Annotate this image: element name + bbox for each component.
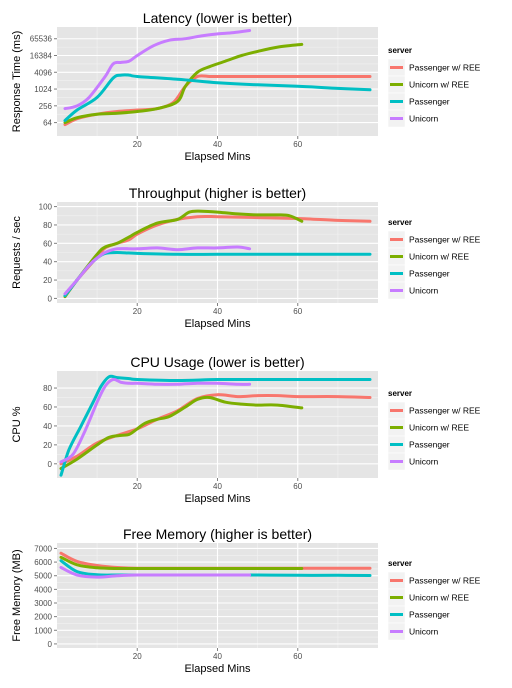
series-line-unicorn	[63, 245, 252, 296]
legend-label: Passenger w/ REE	[409, 576, 481, 586]
legend-label: Passenger w/ REE	[409, 63, 481, 73]
legend-label: Unicorn w/ REE	[409, 252, 469, 262]
series-line-passenger-ree	[63, 214, 372, 299]
y-tick-label: 20	[43, 276, 52, 285]
x-tick-label: 40	[213, 652, 222, 661]
chart-title: Free Memory (higher is better)	[123, 526, 312, 542]
y-tick-label: 80	[43, 221, 52, 230]
x-tick-label: 60	[293, 307, 302, 316]
x-tick-label: 20	[133, 307, 142, 316]
y-tick-label: 1000	[34, 626, 52, 635]
legend-label: Unicorn	[409, 627, 439, 637]
series-line-unicorn	[59, 377, 252, 464]
legend-title: server	[388, 559, 412, 568]
chart-title: Latency (lower is better)	[143, 10, 292, 26]
x-tick-label: 40	[213, 307, 222, 316]
x-tick-label: 40	[213, 482, 222, 491]
y-axis-label: CPU %	[11, 406, 23, 442]
y-tick-label: 40	[43, 422, 52, 431]
x-tick-label: 60	[293, 140, 302, 149]
y-tick-label: 65536	[30, 35, 53, 44]
legend-label: Passenger	[409, 97, 450, 107]
y-tick-label: 60	[43, 403, 52, 412]
y-tick-label: 7000	[34, 544, 52, 553]
y-tick-label: 60	[43, 239, 52, 248]
x-tick-label: 60	[293, 652, 302, 661]
series-line-unicorn-ree	[59, 395, 304, 470]
chart-title: Throughput (higher is better)	[129, 185, 306, 201]
y-tick-label: 100	[39, 203, 53, 212]
y-axis-label: Free Memory (MB)	[11, 549, 23, 641]
x-tick-label: 20	[133, 482, 142, 491]
chart-3: 20 40 60 0 20 40 60 80 CPU Usage (lower is bette…	[11, 354, 481, 505]
legend-title: server	[388, 46, 412, 55]
y-tick-label: 16384	[30, 52, 53, 61]
y-tick-label: 0	[48, 460, 53, 469]
legend-label: Unicorn w/ REE	[409, 593, 469, 603]
legend-label: Passenger w/ REE	[409, 235, 481, 245]
legend: server Passenger w/ REE Unicorn w/ REE Pass…	[387, 218, 481, 300]
y-tick-label: 64	[43, 119, 52, 128]
y-tick-label: 40	[43, 258, 52, 267]
y-tick-label: 6000	[34, 558, 52, 567]
x-tick-label: 40	[213, 140, 222, 149]
legend: server Passenger w/ REE Unicorn w/ REE Pass…	[387, 46, 481, 128]
chart-1: 20 40 60 64 256 1024 4096 16384 65536 Latency (lo…	[11, 10, 481, 163]
series-line-unicorn-ree	[63, 42, 304, 125]
legend: server Passenger w/ REE Unicorn w/ REE Pass…	[387, 559, 481, 641]
legend-label: Passenger	[409, 610, 450, 620]
legend-label: Passenger	[409, 440, 450, 450]
x-axis-label: Elapsed Mins	[184, 663, 251, 675]
y-tick-label: 4096	[34, 68, 52, 77]
legend-label: Passenger w/ REE	[409, 406, 481, 416]
x-tick-label: 60	[293, 482, 302, 491]
legend-label: Unicorn w/ REE	[409, 80, 469, 90]
y-tick-label: 3000	[34, 599, 52, 608]
chart-4: 20 40 60 0 1000 2000 3000 4000 5000 6000 7000 Free …	[11, 526, 481, 675]
x-tick-label: 20	[133, 140, 142, 149]
legend-title: server	[388, 218, 412, 227]
x-axis-label: Elapsed Mins	[184, 318, 251, 330]
series-line-passenger	[59, 374, 372, 477]
y-tick-label: 256	[39, 102, 53, 111]
x-axis-label: Elapsed Mins	[184, 493, 251, 505]
y-axis-label: Response Time (ms)	[11, 31, 23, 132]
x-axis-label: Elapsed Mins	[184, 151, 251, 163]
x-tick-label: 20	[133, 652, 142, 661]
y-tick-label: 5000	[34, 572, 52, 581]
y-tick-label: 2000	[34, 613, 52, 622]
legend-label: Unicorn	[409, 457, 439, 467]
chart-2: 20 40 60 0 20 40 60 80 100 Throughput (higher is …	[11, 185, 481, 330]
legend-label: Unicorn w/ REE	[409, 423, 469, 433]
legend-label: Passenger	[409, 269, 450, 279]
legend-label: Unicorn	[409, 286, 439, 296]
series-group	[59, 551, 372, 579]
series-line-unicorn-ree	[59, 555, 304, 571]
y-axis-label: Requests / sec	[11, 216, 23, 289]
series-group	[63, 209, 372, 299]
legend: server Passenger w/ REE Unicorn w/ REE Pass…	[387, 389, 481, 471]
y-tick-label: 0	[48, 640, 53, 649]
legend-title: server	[388, 389, 412, 398]
series-line-unicorn	[59, 566, 252, 579]
series-group	[63, 29, 372, 127]
y-tick-label: 1024	[34, 85, 52, 94]
y-tick-label: 80	[43, 384, 52, 393]
series-line-unicorn-ree	[63, 209, 304, 299]
series-group	[59, 374, 372, 477]
y-tick-label: 0	[48, 294, 53, 303]
series-line-unicorn	[63, 29, 252, 111]
y-tick-label: 20	[43, 441, 52, 450]
series-line-passenger	[63, 73, 372, 122]
chart-title: CPU Usage (lower is better)	[130, 354, 304, 370]
y-tick-label: 4000	[34, 585, 52, 594]
legend-label: Unicorn	[409, 114, 439, 124]
